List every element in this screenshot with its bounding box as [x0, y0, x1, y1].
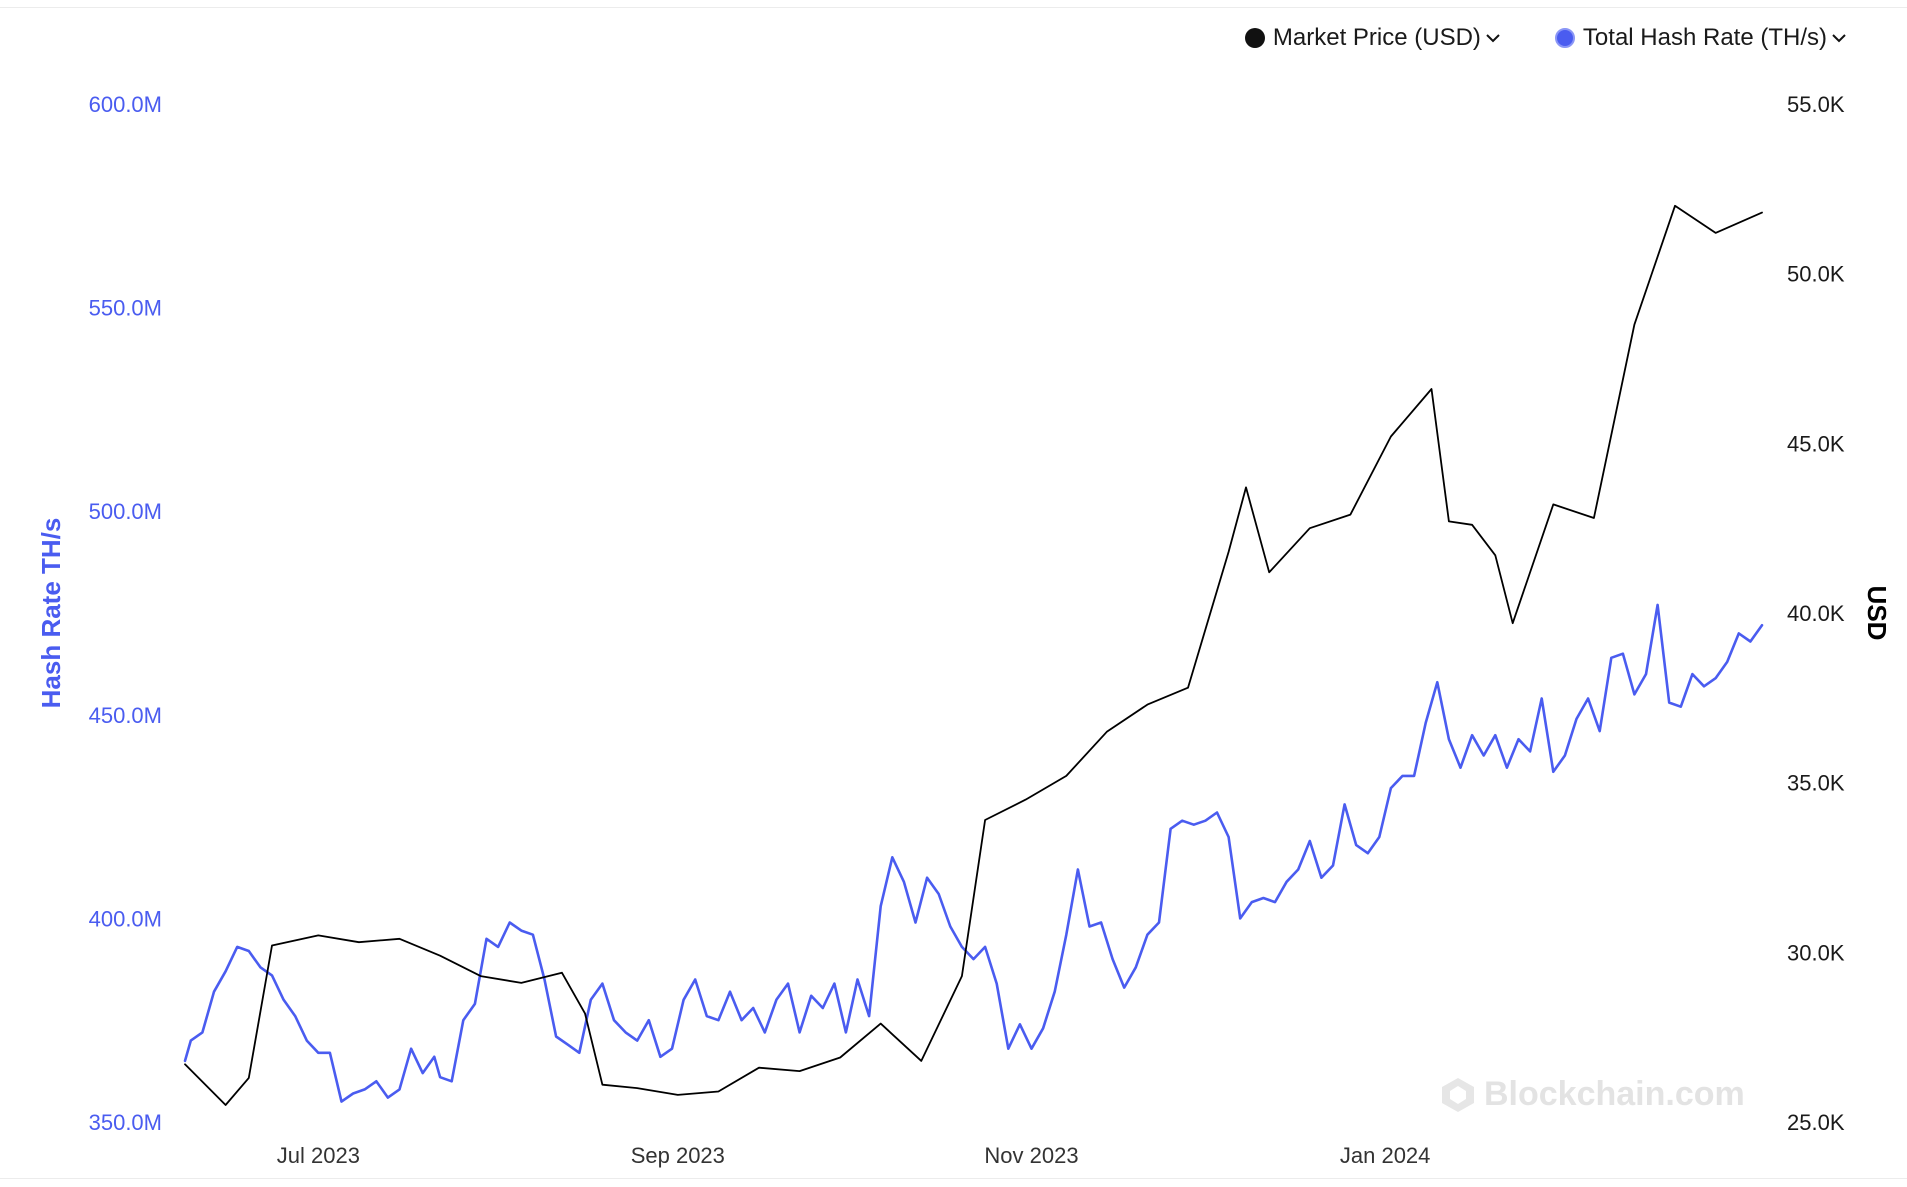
y-right-tick-label: 45.0K	[1787, 431, 1845, 456]
legend-label-total-hash-rate: Total Hash Rate (TH/s)	[1582, 24, 1827, 51]
watermark: Blockchain.com	[1440, 1075, 1745, 1114]
y-right-tick-label: 25.0K	[1787, 1110, 1845, 1135]
y-left-tick-label: 450.0M	[89, 703, 162, 728]
y-left-tick-label: 550.0M	[89, 296, 162, 321]
market-price-line	[184, 204, 1763, 1106]
y-left-axis-title: Hash Rate TH/s	[36, 518, 66, 709]
legend-dot-market-price	[1244, 28, 1265, 48]
y-right-tick-label: 35.0K	[1787, 771, 1845, 796]
x-tick-label: Sep 2023	[631, 1143, 725, 1168]
bottom-divider	[0, 1178, 1907, 1179]
y-right-tick-label: 50.0K	[1787, 262, 1845, 287]
top-divider	[0, 7, 1907, 8]
blockchain-logo-icon	[1442, 1077, 1474, 1112]
y-right-tick-label: 40.0K	[1787, 601, 1845, 626]
x-tick-label: Jul 2023	[277, 1143, 360, 1168]
x-tick-label: Jan 2024	[1340, 1143, 1431, 1168]
chevron-down-icon[interactable]	[1485, 28, 1501, 49]
y-left-tick-label: 400.0M	[89, 906, 162, 931]
y-right-tick-label: 30.0K	[1787, 940, 1845, 965]
legend-dot-total-hash-rate	[1554, 28, 1575, 48]
watermark-text: Blockchain.com	[1484, 1075, 1745, 1113]
y-left-tick-label: 500.0M	[89, 499, 162, 524]
y-right-axis-title: USD	[1862, 586, 1892, 641]
legend-item-market-price[interactable]: Market Price (USD)	[1244, 24, 1501, 52]
hash-rate-line	[183, 603, 1764, 1103]
chevron-down-icon[interactable]	[1831, 28, 1847, 49]
legend-label-market-price: Market Price (USD)	[1272, 24, 1481, 51]
y-left-tick-label: 600.0M	[89, 92, 162, 117]
y-left-tick-label: 350.0M	[89, 1110, 162, 1135]
legend: Market Price (USD) Total Hash Rate (TH/s…	[1244, 24, 1847, 52]
legend-item-total-hash-rate[interactable]: Total Hash Rate (TH/s)	[1554, 24, 1847, 52]
x-tick-label: Nov 2023	[984, 1143, 1078, 1168]
y-right-tick-label: 55.0K	[1787, 92, 1845, 117]
